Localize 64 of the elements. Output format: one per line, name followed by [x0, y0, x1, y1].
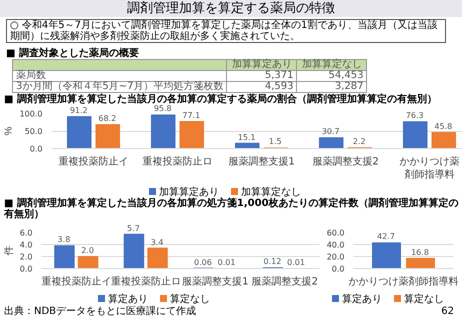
y-tick-label: 40.0: [326, 240, 344, 250]
y-tick-label: 0.0: [20, 264, 33, 274]
legend-label: 算定なし: [169, 294, 210, 305]
data-label: 0.06: [194, 258, 212, 267]
x-tick-label: 服薬調整支援1: [228, 156, 295, 168]
y-tick-label: 2.0: [20, 252, 33, 262]
x-tick-label: 服薬調整支援1: [182, 276, 248, 288]
text: 5,371: [226, 70, 297, 82]
legend-label: 算定あり: [107, 294, 148, 305]
data-label: 42.7: [377, 232, 395, 242]
text: 薬局数: [12, 70, 227, 82]
data-label: 77.1: [182, 111, 200, 120]
y-tick-label: 4.0: [20, 240, 33, 250]
data-label: 1.5: [268, 137, 282, 146]
x-tick-label: 重複投薬防止ロ: [142, 156, 212, 168]
data-label: 91.2: [70, 106, 88, 116]
chart-title: ■ 調剤管理加算を算定した当該月の各加算の算定する薬局の割合（調剤管理加算算定の有無別）: [4, 94, 437, 105]
x-tick-label: 服薬調整支援2: [312, 156, 379, 168]
x-tick-label: 重複投薬防止イ: [41, 276, 112, 288]
data-label: 2.0: [81, 246, 94, 255]
data-label: 3.8: [58, 235, 70, 244]
text: 加算算定あり: [226, 59, 297, 70]
data-label: 0.01: [287, 258, 305, 267]
x-tick-label: 重複投薬防止ロ: [110, 276, 181, 288]
x-tick-label: 重複投薬防止イ: [58, 156, 128, 168]
x-tick-label: かかりつけ薬剤師指導料: [400, 156, 460, 181]
y-tick-label: 6.0: [20, 228, 33, 238]
data-label: 15.1: [238, 132, 256, 142]
text: 4,593: [226, 81, 297, 92]
text: 62: [441, 306, 454, 317]
text: 54,453: [296, 70, 367, 82]
text: 調剤管理加算を算定する薬局の特徴: [0, 0, 462, 17]
data-label: 45.8: [434, 122, 452, 131]
y-tick-label: 50.0: [24, 127, 42, 136]
legend-label: 算定あり: [341, 294, 382, 305]
legend-label: 算定なし: [403, 294, 444, 305]
legend-label: 加算算定なし: [240, 187, 301, 198]
source-note: 出典：NDBデータをもとに医療課にて作成: [4, 306, 196, 317]
data-label: 68.2: [98, 114, 116, 124]
y-tick-label: 0.0: [332, 264, 345, 274]
data-label: 16.8: [411, 248, 429, 257]
x-tick-label: かかりつけ薬剤師指導料: [348, 276, 458, 288]
legend-label: 加算算定あり: [158, 187, 219, 198]
y-tick-label: 100.0: [20, 110, 43, 118]
y-tick-label: 20.0: [326, 252, 344, 262]
text: ■ 調査対象とした薬局の概要: [6, 48, 140, 59]
data-label: 3.4: [150, 238, 164, 247]
y-tick-label: 0.0: [30, 144, 43, 154]
chart-title: ■ 調剤管理加算を算定した当該月の各加算の処方箋1,000枚あたりの算定件数（調剤管理加算算定の有無別）: [4, 198, 460, 220]
text: 3か月間（令和４年5月~7月）平均処方箋枚数: [12, 81, 227, 92]
text: ○ 令和4年5～7月において調剤管理加算を算定した薬局は全体の1割であり、当該月（又は当該期間）に残薬解消や多剤投薬防止の取組が多く実施されていた。: [6, 19, 446, 43]
data-label: 5.7: [127, 224, 140, 233]
data-label: 30.7: [322, 127, 340, 136]
y-axis-title: %: [4, 126, 15, 136]
data-label: 0.12: [264, 257, 282, 266]
text: 加算算定なし: [296, 59, 367, 70]
data-label: 76.3: [406, 111, 424, 120]
y-axis-title: 件: [4, 246, 15, 256]
data-label: 0.01: [218, 258, 236, 267]
x-tick-label: 服薬調整支援2: [252, 276, 318, 288]
text: 3,287: [296, 81, 367, 92]
data-label: 95.8: [154, 104, 172, 114]
data-label: 2.2: [352, 137, 366, 146]
y-tick-label: 60.0: [326, 228, 344, 238]
